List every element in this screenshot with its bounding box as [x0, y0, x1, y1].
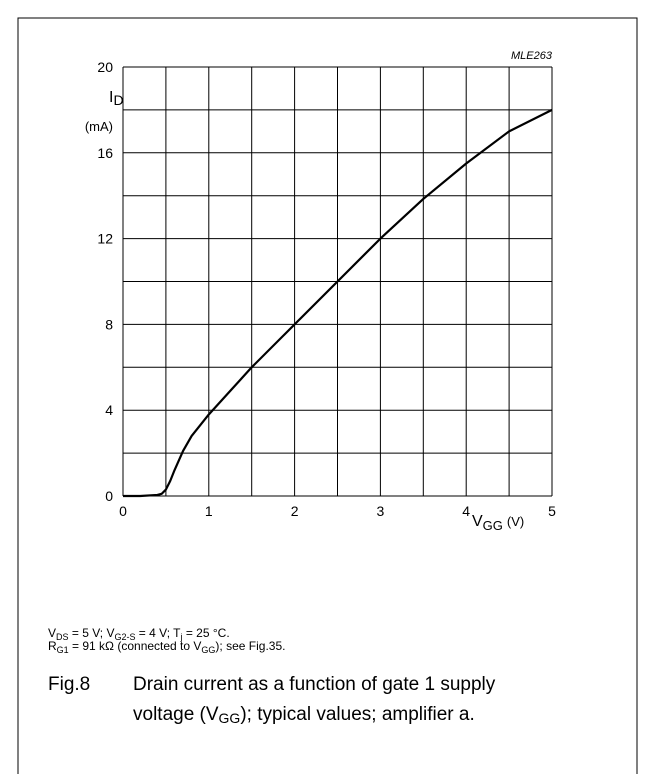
- x-axis-label: VGG (V): [472, 513, 524, 533]
- x-tick-label: 5: [548, 503, 556, 519]
- subscript: G1: [57, 645, 69, 655]
- condition-note: RG1 = 91 kΩ (connected to VGG); see Fig.…: [48, 639, 285, 655]
- subscript: GG: [201, 645, 215, 655]
- y-axis-label: ID: [109, 89, 124, 108]
- text-run: voltage (V: [133, 704, 219, 725]
- y-tick-label: 0: [105, 488, 113, 504]
- y-tick-label: 12: [97, 231, 113, 247]
- text-run: Drain current as a function of gate 1 su…: [133, 674, 496, 695]
- x-tick-label: 0: [119, 503, 127, 519]
- x-tick-label: 2: [291, 503, 299, 519]
- text-run: = 5 V; V: [69, 626, 115, 640]
- subscript: DS: [56, 632, 69, 642]
- condition-note: VDS = 5 V; VG2-S = 4 V; Tj = 25 °C.: [48, 626, 230, 642]
- caption-line: Drain current as a function of gate 1 su…: [133, 674, 496, 695]
- text-run: V: [48, 626, 56, 640]
- x-axis-unit: (V): [507, 514, 524, 529]
- x-axis-label-sub: GG: [483, 518, 503, 533]
- y-axis-label-main: I: [109, 89, 113, 106]
- subscript: G2-S: [114, 632, 135, 642]
- data-line: [123, 108, 553, 498]
- text-run: = 91 kΩ (connected to V: [69, 639, 202, 653]
- text-run: R: [48, 639, 57, 653]
- y-tick-label: 4: [105, 402, 113, 418]
- y-axis-unit: (mA): [85, 119, 113, 134]
- text-run: ); see Fig.35.: [215, 639, 285, 653]
- y-tick-label: 8: [105, 316, 113, 332]
- x-tick-label: 3: [377, 503, 385, 519]
- y-tick-label: 20: [97, 59, 113, 75]
- text-run: ); typical values; amplifier a.: [240, 704, 474, 725]
- x-tick-label: 1: [205, 503, 213, 519]
- x-axis-label-main: V: [472, 513, 483, 530]
- figure-number: Fig.8: [48, 674, 90, 695]
- y-tick-label: 16: [97, 145, 113, 161]
- text-run: = 4 V; T: [135, 626, 181, 640]
- text-run: = 25 °C.: [183, 626, 230, 640]
- y-axis-label-sub: D: [113, 92, 123, 108]
- subscript: GG: [219, 710, 241, 726]
- figure-code: MLE263: [511, 50, 553, 62]
- caption-line: voltage (VGG); typical values; amplifier…: [133, 704, 475, 726]
- x-tick-label: 4: [462, 503, 470, 519]
- frame: [17, 17, 638, 774]
- subscript: j: [180, 632, 183, 642]
